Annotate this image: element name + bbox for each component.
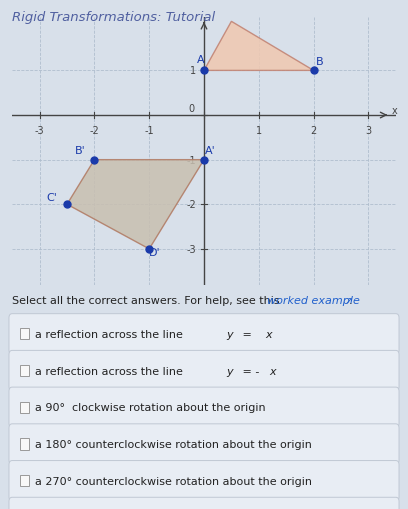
Text: A': A'	[205, 146, 216, 156]
Text: worked example: worked example	[267, 295, 360, 305]
Polygon shape	[67, 160, 204, 249]
Text: 0: 0	[188, 104, 194, 114]
Text: x: x	[265, 329, 272, 339]
Text: B: B	[316, 57, 324, 67]
Text: 3: 3	[365, 126, 371, 135]
Text: a reflection across the line: a reflection across the line	[35, 329, 186, 339]
Text: -3: -3	[35, 126, 44, 135]
Text: -2: -2	[186, 200, 196, 210]
Text: Rigid Transformations: Tutorial: Rigid Transformations: Tutorial	[12, 11, 215, 24]
Text: y: y	[226, 329, 233, 339]
Text: -1: -1	[144, 126, 154, 135]
Text: = -: = -	[239, 366, 259, 376]
Text: y: y	[226, 366, 233, 376]
Text: -2: -2	[89, 126, 99, 135]
Polygon shape	[204, 22, 314, 71]
Text: =: =	[239, 329, 255, 339]
Text: x: x	[269, 366, 276, 376]
Text: Select all the correct answers. For help, see this: Select all the correct answers. For help…	[12, 295, 284, 305]
Text: ↗: ↗	[345, 295, 353, 305]
Text: 1: 1	[190, 66, 196, 76]
Text: 2: 2	[310, 126, 317, 135]
Text: 1: 1	[256, 126, 262, 135]
Text: a reflection across the line: a reflection across the line	[35, 366, 186, 376]
Text: .: .	[349, 295, 353, 305]
Text: a 180° counterclockwise rotation about the origin: a 180° counterclockwise rotation about t…	[35, 439, 312, 449]
Text: x: x	[391, 105, 397, 116]
Text: -3: -3	[186, 244, 196, 254]
Text: a 90°  clockwise rotation about the origin: a 90° clockwise rotation about the origi…	[35, 403, 265, 412]
Text: -1: -1	[186, 155, 196, 165]
Text: A: A	[197, 54, 204, 65]
Text: a 270° counterclockwise rotation about the origin: a 270° counterclockwise rotation about t…	[35, 476, 312, 486]
Text: B': B'	[75, 146, 86, 156]
Text: C': C'	[46, 193, 57, 203]
Text: D': D'	[149, 247, 160, 258]
